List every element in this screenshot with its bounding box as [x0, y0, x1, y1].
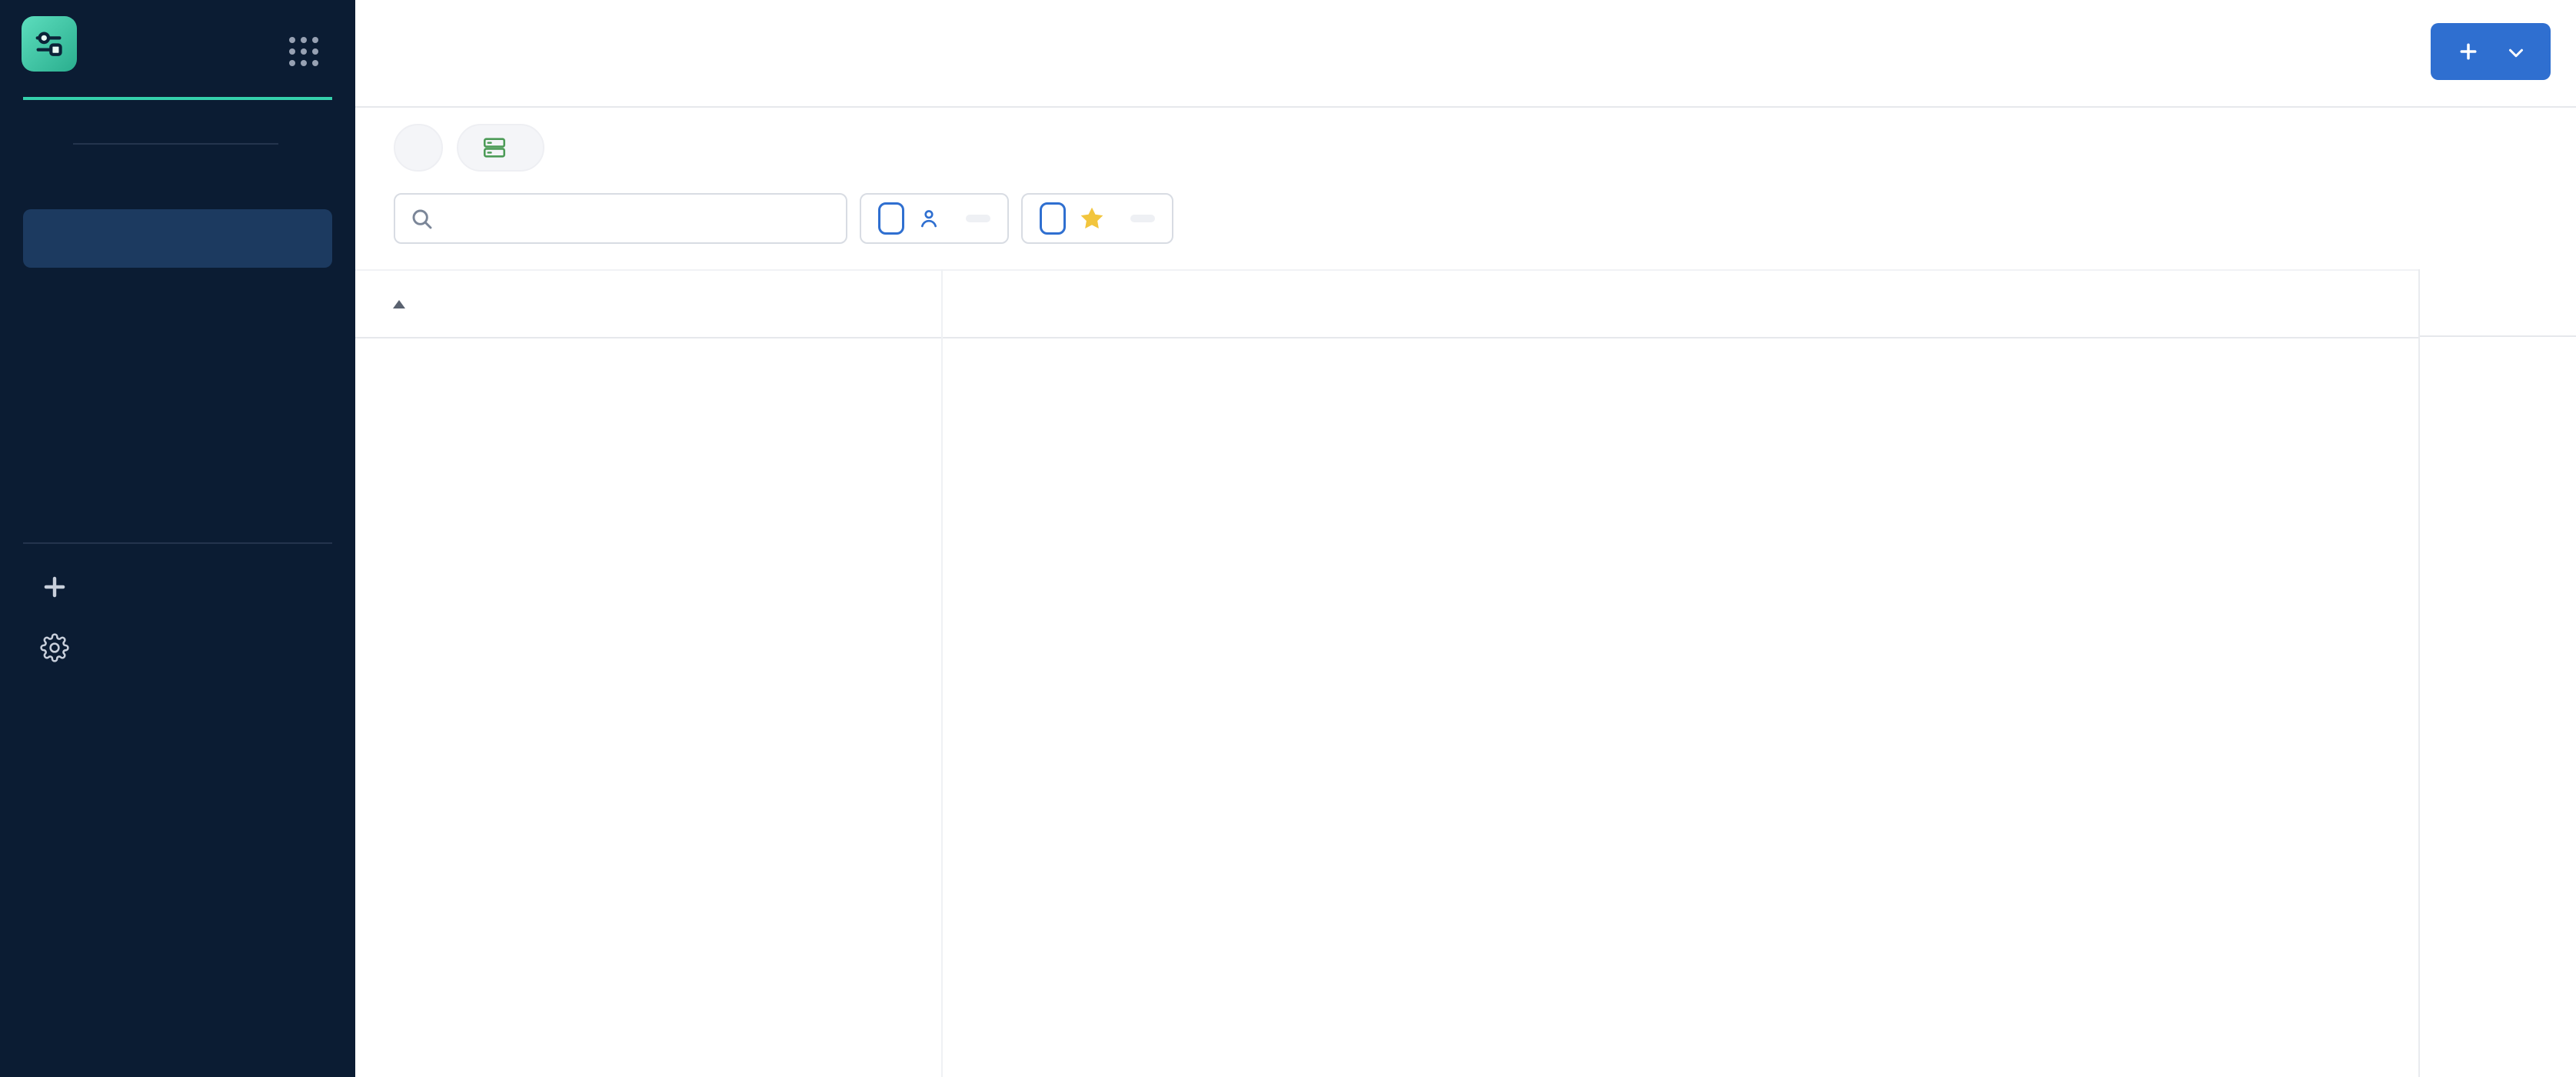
- nav-divider: [23, 542, 332, 544]
- sort-ascending-icon: [393, 299, 405, 308]
- app-grid-icon[interactable]: [289, 37, 318, 66]
- catalog-kind-tabs: [394, 115, 558, 180]
- favorites-count: [1130, 215, 1155, 222]
- brand-accent-line: [23, 97, 332, 100]
- sidebar-item-workflows[interactable]: [23, 268, 332, 326]
- column-divider: [941, 269, 943, 1077]
- star-icon: [1078, 205, 1106, 232]
- plus-icon: [2457, 40, 2480, 63]
- create-button[interactable]: [2431, 23, 2551, 80]
- column-header-name[interactable]: [382, 271, 405, 337]
- plus-icon: [40, 572, 69, 602]
- table-header: [355, 269, 2576, 338]
- sidebar-item-overview[interactable]: [23, 151, 332, 209]
- sidebar-item-docs[interactable]: [23, 443, 332, 502]
- page-header: [355, 0, 2576, 108]
- gear-icon: [40, 633, 69, 662]
- filter-bar: [394, 192, 1226, 245]
- owned-by-me-filter[interactable]: [860, 193, 1009, 244]
- search-field: [394, 193, 847, 244]
- favorites-filter[interactable]: [1021, 193, 1173, 244]
- resources-icon: [481, 135, 508, 161]
- tab-all[interactable]: [394, 124, 443, 172]
- main-content: [355, 0, 2576, 1077]
- actions-column: [2418, 269, 2576, 1077]
- owned-by-me-count: [966, 215, 990, 222]
- sidebar-item-catalog[interactable]: [23, 209, 332, 268]
- sidebar-create[interactable]: [23, 564, 332, 610]
- search-input[interactable]: [394, 193, 847, 244]
- nav-divider: [73, 143, 278, 145]
- chevron-down-icon: [2504, 42, 2524, 62]
- tab-resources[interactable]: [457, 124, 544, 172]
- column-header-actions: [2420, 269, 2576, 337]
- favorites-checkbox[interactable]: [1040, 202, 1066, 235]
- sidebar: [0, 0, 355, 1077]
- sidebar-configure[interactable]: [23, 625, 332, 671]
- person-icon: [917, 206, 941, 231]
- column-header-lifecycle[interactable]: [2338, 271, 2416, 337]
- sidebar-item-api[interactable]: [23, 326, 332, 385]
- owned-by-me-checkbox[interactable]: [878, 202, 904, 235]
- sidebar-item-testnewpage[interactable]: [23, 385, 332, 443]
- sidebar-nav: [23, 151, 332, 502]
- app-logo: [22, 16, 77, 72]
